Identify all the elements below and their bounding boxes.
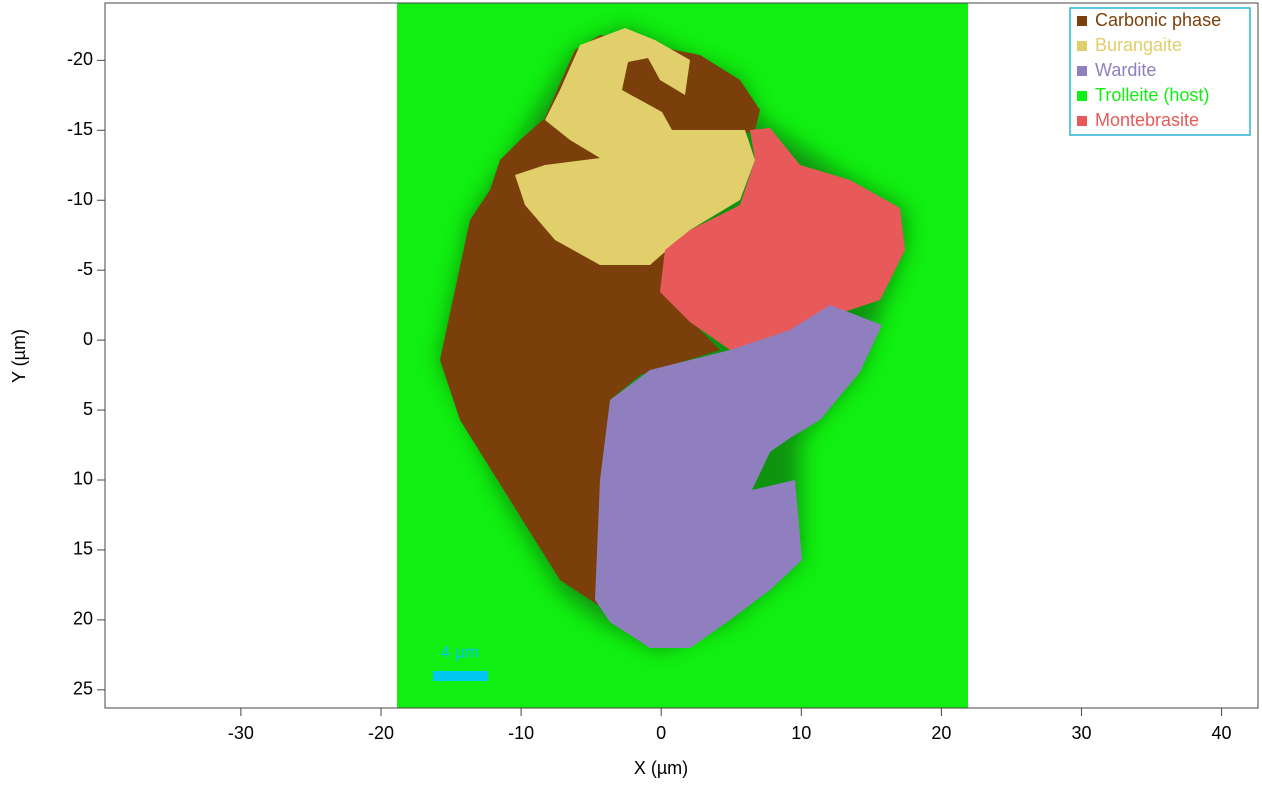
x-tick-label: -10	[508, 723, 534, 743]
legend-swatch	[1077, 91, 1087, 101]
x-tick-label: 40	[1212, 723, 1232, 743]
legend-swatch	[1077, 66, 1087, 76]
y-tick-label: 10	[73, 469, 93, 489]
y-tick-label: 15	[73, 539, 93, 559]
y-tick-label: 5	[83, 399, 93, 419]
legend-label: Montebrasite	[1095, 110, 1199, 130]
y-tick-label: -20	[67, 49, 93, 69]
legend	[1069, 7, 1251, 136]
x-tick-label: -30	[228, 723, 254, 743]
phase-region	[660, 128, 905, 350]
y-tick-label: -5	[77, 259, 93, 279]
legend-swatch	[1077, 16, 1087, 26]
x-tick-label: 0	[656, 723, 666, 743]
y-tick-label: 20	[73, 609, 93, 629]
legend-label: Burangaite	[1095, 35, 1182, 55]
x-tick-label: 30	[1071, 723, 1091, 743]
legend-swatch	[1077, 116, 1087, 126]
scale-bar-label: 4 µm	[441, 642, 479, 661]
y-tick-label: 0	[83, 329, 93, 349]
legend-swatch	[1077, 41, 1087, 51]
plot-frame	[104, 2, 1259, 709]
y-tick-label: 25	[73, 679, 93, 699]
phase-region	[515, 28, 755, 265]
scale-bar	[433, 671, 488, 681]
legend-label: Wardite	[1095, 60, 1156, 80]
y-tick-label: -10	[67, 189, 93, 209]
y-axis-label: Y (µm)	[9, 329, 29, 383]
phase-region	[595, 305, 882, 648]
x-tick-label: -20	[368, 723, 394, 743]
x-axis-label: X (µm)	[634, 758, 688, 778]
x-tick-label: 10	[791, 723, 811, 743]
legend-label: Carbonic phase	[1095, 10, 1221, 30]
x-tick-label: 20	[931, 723, 951, 743]
y-tick-label: -15	[67, 119, 93, 139]
legend-label: Trolleite (host)	[1095, 85, 1209, 105]
